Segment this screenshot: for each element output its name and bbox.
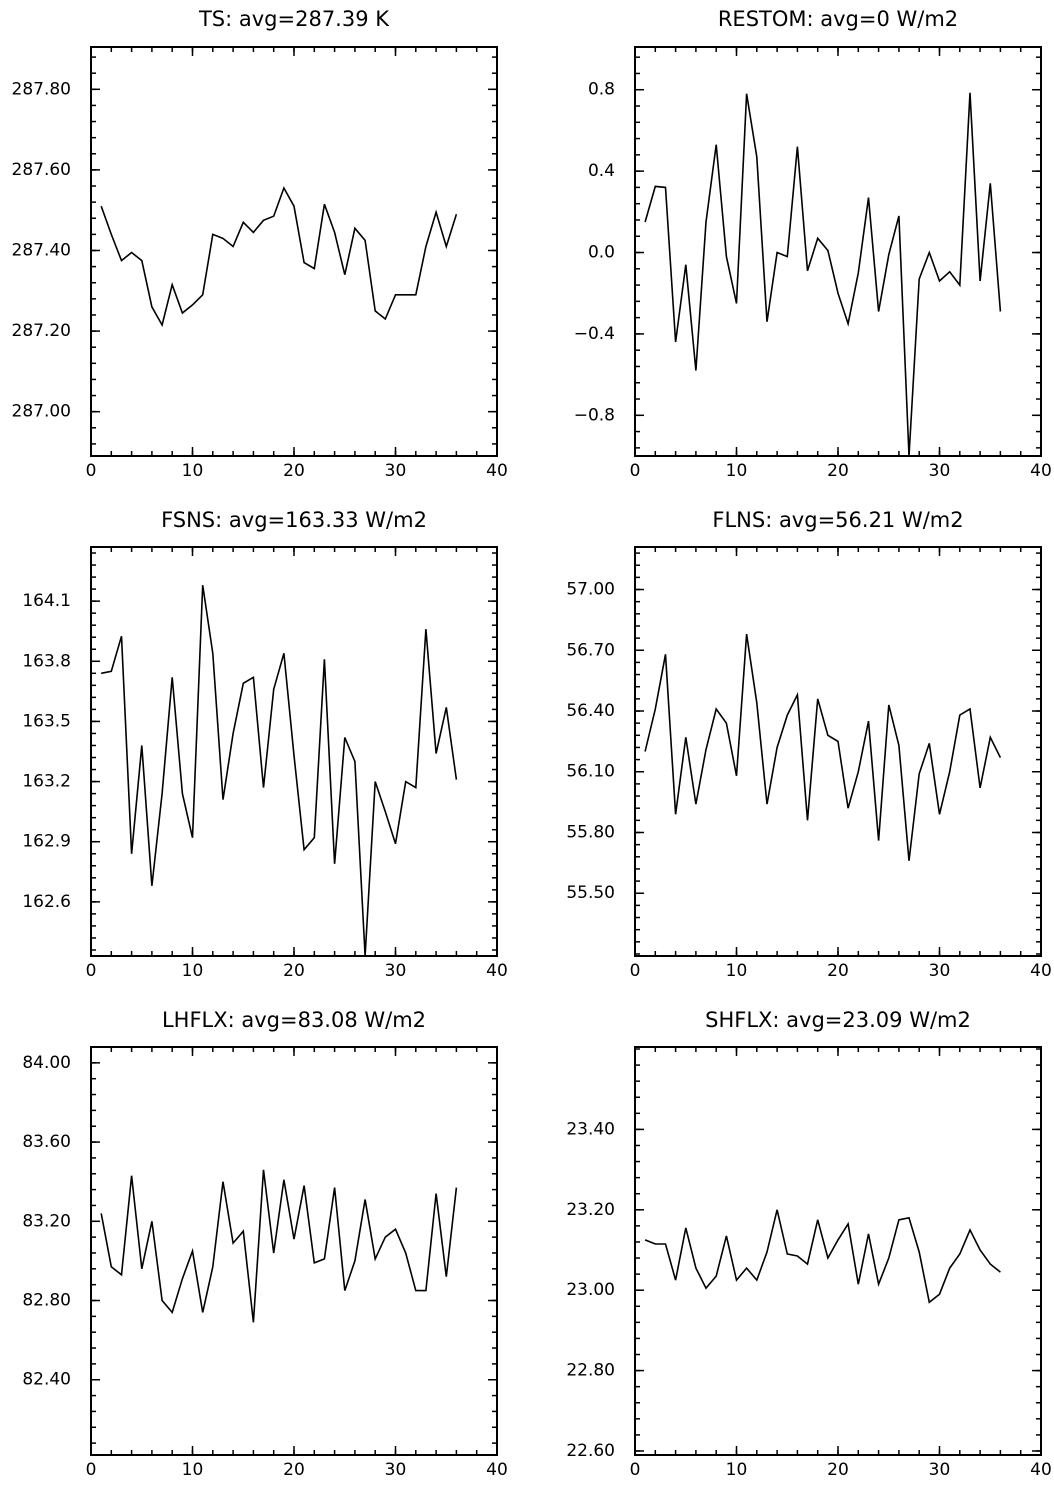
y-tick-label: 22.80 <box>566 1361 615 1381</box>
panel-title: RESTOM: avg=0 W/m2 <box>718 7 958 31</box>
y-tick-label: 162.6 <box>22 892 71 912</box>
y-tick-label: 22.60 <box>566 1441 615 1461</box>
x-tick-label: 0 <box>630 461 641 481</box>
y-tick-label: 287.00 <box>12 402 71 422</box>
x-tick-label: 40 <box>1030 961 1052 981</box>
panel-title: FSNS: avg=163.33 W/m2 <box>161 508 427 532</box>
y-tick-label: 23.40 <box>566 1119 615 1139</box>
panel-flns: FLNS: avg=56.21 W/m2 0 10 20 30 40 55.50 55.80… <box>566 508 1051 981</box>
x-tick-label: 0 <box>86 461 97 481</box>
y-tick-label: 163.5 <box>22 711 71 731</box>
panel-title: SHFLX: avg=23.09 W/m2 <box>705 1008 971 1032</box>
x-tick-label: 20 <box>827 1460 849 1480</box>
y-tick-label: 287.40 <box>12 240 71 260</box>
y-tick-label: 57.00 <box>566 580 615 600</box>
tick-marks <box>634 547 1042 956</box>
series-line <box>100 186 458 328</box>
y-tick-label: 23.20 <box>566 1200 615 1220</box>
y-tick-label: −0.8 <box>574 405 615 425</box>
y-tick-label: 163.2 <box>22 772 71 792</box>
tick-marks <box>90 547 498 956</box>
panel-shflx: SHFLX: avg=23.09 W/m2 0 10 20 30 40 22.60 22.8… <box>566 1008 1051 1480</box>
y-tick-label: 56.40 <box>566 701 615 721</box>
tick-labels: 0 10 20 30 40 55.50 55.80 56.10 56.40 56.70 57.00 <box>566 580 1051 981</box>
y-tick-label: 83.20 <box>22 1211 71 1231</box>
panel-title: TS: avg=287.39 K <box>198 7 390 31</box>
y-tick-label: 82.80 <box>22 1291 71 1311</box>
tick-labels: 0 10 20 30 40 82.40 82.80 83.20 83.60 84.00 <box>22 1053 507 1480</box>
y-tick-label: −0.4 <box>574 324 615 344</box>
x-tick-label: 40 <box>486 1460 508 1480</box>
y-tick-label: 163.8 <box>22 651 71 671</box>
panel-ts: TS: avg=287.39 K 0 10 20 30 40 287.00 287.20 28… <box>12 7 508 481</box>
series-line <box>644 633 1002 861</box>
x-tick-label: 10 <box>182 961 204 981</box>
panel-fsns: FSNS: avg=163.33 W/m2 0 10 20 30 40 162.6 162.… <box>22 508 507 981</box>
plot-frame <box>90 1046 498 1456</box>
y-tick-label: 162.9 <box>22 832 71 852</box>
x-tick-label: 30 <box>385 1460 407 1480</box>
y-tick-label: 0.8 <box>588 80 615 100</box>
x-tick-label: 0 <box>630 961 641 981</box>
x-tick-label: 30 <box>385 461 407 481</box>
y-tick-label: 164.1 <box>22 591 71 611</box>
x-tick-label: 20 <box>283 1460 305 1480</box>
plot-frame <box>90 46 498 457</box>
y-tick-label: 287.60 <box>12 160 71 180</box>
panel-title: LHFLX: avg=83.08 W/m2 <box>162 1008 426 1032</box>
x-tick-label: 30 <box>385 961 407 981</box>
y-tick-label: 55.50 <box>566 883 615 903</box>
x-tick-label: 30 <box>929 461 951 481</box>
series-line <box>101 584 458 957</box>
tick-labels: 0 10 20 30 40 162.6 162.9 163.2 163.5 163.8 164.1 <box>22 591 507 981</box>
tick-marks <box>90 1046 498 1455</box>
x-tick-label: 40 <box>1030 1460 1052 1480</box>
tick-labels: 0 10 20 30 40 22.60 22.80 23.00 23.20 23.40 <box>566 1119 1051 1480</box>
y-tick-label: 0.4 <box>588 161 615 181</box>
x-tick-label: 20 <box>283 461 305 481</box>
x-tick-label: 10 <box>726 461 748 481</box>
y-tick-label: 82.40 <box>22 1370 71 1390</box>
tick-marks <box>634 47 1042 456</box>
x-tick-label: 40 <box>486 961 508 981</box>
y-tick-label: 56.10 <box>566 762 615 782</box>
x-tick-label: 0 <box>86 961 97 981</box>
x-tick-label: 20 <box>827 461 849 481</box>
series-line <box>644 92 1002 457</box>
x-tick-label: 0 <box>630 1460 641 1480</box>
tick-marks <box>634 1047 1042 1455</box>
y-tick-label: 23.00 <box>566 1280 615 1300</box>
series-line <box>100 1169 458 1323</box>
y-tick-label: 83.60 <box>22 1132 71 1152</box>
tick-marks <box>90 47 498 456</box>
x-tick-label: 20 <box>827 961 849 981</box>
x-tick-label: 40 <box>486 461 508 481</box>
y-tick-label: 56.70 <box>566 640 615 660</box>
x-tick-label: 10 <box>182 1460 204 1480</box>
x-tick-label: 40 <box>1030 461 1052 481</box>
tick-labels: 0 10 20 30 40 −0.8 −0.4 0.0 0.4 0.8 <box>574 80 1052 481</box>
x-tick-label: 0 <box>86 1460 97 1480</box>
x-tick-label: 10 <box>726 961 748 981</box>
y-tick-label: 0.0 <box>588 243 615 263</box>
x-tick-label: 30 <box>929 961 951 981</box>
panel-lhflx: LHFLX: avg=83.08 W/m2 0 10 20 30 40 82.40 82.8… <box>22 1008 507 1480</box>
x-tick-label: 30 <box>929 1460 951 1480</box>
plot-frame <box>634 46 1042 457</box>
x-tick-label: 20 <box>283 961 305 981</box>
panel-title: FLNS: avg=56.21 W/m2 <box>712 508 963 532</box>
plot-frame <box>634 546 1042 957</box>
y-tick-label: 287.20 <box>12 321 71 341</box>
panel-restom: RESTOM: avg=0 W/m2 0 10 20 30 40−0.8−0.40.00… <box>574 7 1052 481</box>
y-tick-label: 287.80 <box>12 79 71 99</box>
tick-labels: 0 10 20 30 40 287.00 287.20 287.40 287.60 287.80 <box>12 79 508 481</box>
x-tick-label: 10 <box>182 461 204 481</box>
series-line <box>644 1209 1001 1304</box>
y-tick-label: 84.00 <box>22 1053 71 1073</box>
y-tick-label: 55.80 <box>566 822 615 842</box>
x-tick-label: 10 <box>726 1460 748 1480</box>
